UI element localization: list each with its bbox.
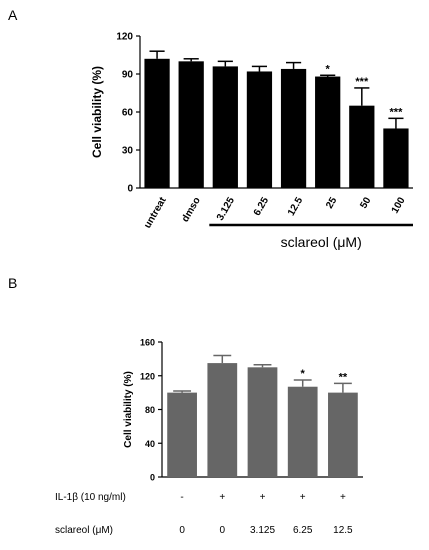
chart-a-bar [144, 58, 170, 188]
chart-b-bar [167, 392, 197, 477]
chart-b-row1-value: - [180, 492, 183, 503]
chart-a-y-axis-label: Cell viability (%) [90, 66, 104, 158]
chart-b-row1-value: + [300, 492, 306, 503]
chart-a-category-label: 50 [358, 195, 373, 211]
chart-a-bar [246, 71, 273, 188]
chart-b-row2-label: sclareol (μM) [55, 525, 113, 536]
chart-a-significance-mark: * [326, 63, 331, 75]
chart-a-category-label: 12.5 [286, 195, 305, 218]
chart-b-row1-value: + [340, 492, 346, 503]
chart-a-significance-mark: *** [390, 106, 404, 118]
chart-a-y-tick-label: 120 [116, 32, 133, 43]
chart-a-bar [383, 128, 409, 188]
chart-b-significance-mark: ** [339, 371, 348, 383]
chart-b-significance-mark: * [301, 368, 306, 380]
chart-a-category-label: 100 [390, 195, 408, 215]
chart-b-row2-value: 3.125 [250, 525, 275, 536]
chart-b-row2-value: 0 [179, 525, 185, 536]
chart-a-y-tick-label: 90 [122, 70, 134, 81]
chart-b-row2-value: 12.5 [333, 525, 353, 536]
chart-a-significance-mark: *** [355, 76, 369, 88]
chart-b-y-tick-label: 0 [150, 473, 155, 483]
chart-b-y-tick-label: 160 [140, 338, 155, 348]
chart-b-bar [247, 367, 278, 477]
chart-b-row1-value: + [260, 492, 266, 503]
chart-b-row1-value: + [219, 492, 225, 503]
chart-a-y-tick-label: 60 [122, 108, 134, 119]
chart-a-y-tick-label: 30 [122, 146, 134, 157]
chart-a-bar [280, 68, 307, 188]
chart-a-bar [349, 105, 375, 188]
chart-b-row2-value: 6.25 [293, 525, 313, 536]
chart-a-category-label: 6.25 [252, 195, 271, 218]
chart-b-row1-label: IL-1β (10 ng/ml) [55, 492, 126, 503]
chart-a-category-label: untreat [142, 195, 169, 230]
chart-b-bar [287, 386, 318, 477]
chart-b-y-tick-label: 120 [140, 371, 155, 381]
chart-a-bar [178, 61, 204, 189]
chart-b-bar [328, 392, 358, 477]
chart-b-y-tick-label: 80 [145, 405, 155, 415]
chart-a-group-label: sclareol (μM) [281, 234, 362, 250]
chart-b-y-axis-label: Cell viability (%) [123, 371, 134, 448]
panel-b-label: B [8, 275, 17, 291]
chart-a-y-tick-label: 0 [127, 184, 133, 195]
chart-a-bar [315, 76, 341, 188]
panel-a-label: A [8, 7, 18, 23]
chart-b-y-tick-label: 40 [145, 439, 155, 449]
chart-a-category-label: 3.125 [215, 195, 237, 223]
chart-b-bar [207, 363, 238, 477]
chart-a-bar [212, 66, 238, 188]
chart-a-category-label: dmso [180, 196, 203, 225]
chart-b-row2-value: 0 [220, 525, 226, 536]
chart-a-category-label: 25 [324, 195, 339, 211]
